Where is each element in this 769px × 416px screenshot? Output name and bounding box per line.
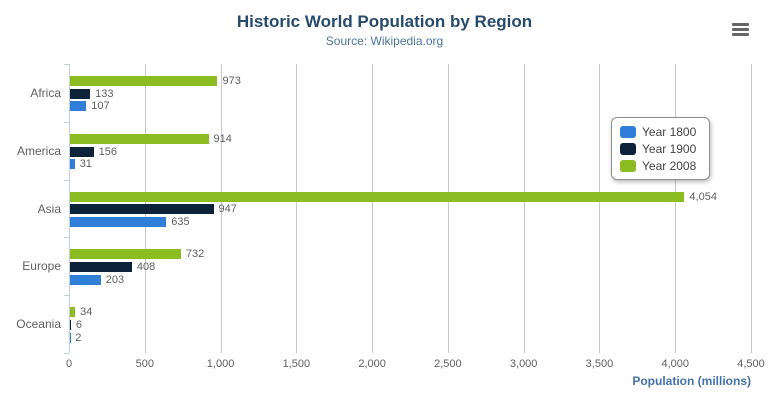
data-label: 408 bbox=[136, 261, 156, 274]
gridline bbox=[447, 64, 449, 353]
category-axis-tick bbox=[64, 180, 69, 181]
gridline bbox=[675, 64, 677, 353]
x-tick-label: 4,000 bbox=[661, 358, 689, 370]
data-label: 156 bbox=[98, 145, 117, 158]
data-label: 2 bbox=[75, 331, 82, 344]
data-label: 133 bbox=[95, 87, 114, 100]
bar-africa-year-2008[interactable] bbox=[70, 76, 218, 86]
x-tick-label: 3,500 bbox=[585, 358, 614, 370]
category-label-america: America bbox=[16, 143, 61, 158]
category-label-europe: Europe bbox=[22, 259, 61, 274]
category-axis-line bbox=[69, 64, 70, 353]
legend-item-year-1800[interactable]: Year 1800 bbox=[620, 124, 696, 139]
data-label: 31 bbox=[79, 158, 92, 171]
gridline bbox=[296, 64, 298, 353]
bar-oceania-year-2008[interactable] bbox=[70, 307, 76, 318]
category-label-africa: Africa bbox=[30, 85, 61, 100]
data-label: 107 bbox=[91, 100, 110, 113]
data-label: 732 bbox=[185, 248, 205, 261]
bar-america-year-1800[interactable] bbox=[70, 159, 75, 170]
gridline bbox=[372, 64, 374, 353]
data-label: 914 bbox=[213, 132, 232, 145]
data-label: 635 bbox=[171, 216, 190, 228]
category-axis-tick bbox=[64, 237, 69, 238]
legend-label-year-1800: Year 1800 bbox=[642, 124, 697, 139]
legend-label-year-1900: Year 1900 bbox=[642, 141, 697, 156]
x-tick-label: 500 bbox=[135, 358, 154, 370]
legend-swatch-year-1900 bbox=[620, 142, 636, 155]
data-label: 34 bbox=[80, 306, 93, 319]
bar-asia-year-1800[interactable] bbox=[70, 217, 167, 227]
x-tick-label: 4,500 bbox=[737, 358, 765, 370]
chart-title: Historic World Population by Region bbox=[236, 12, 533, 31]
data-label: 4,054 bbox=[689, 190, 717, 203]
hamburger-icon bbox=[727, 22, 753, 36]
category-label-oceania: Oceania bbox=[16, 317, 61, 332]
category-axis-tick bbox=[64, 295, 69, 296]
x-tick-label: 3,000 bbox=[509, 358, 538, 370]
legend-swatch-year-1800 bbox=[620, 125, 636, 138]
plot-area: 973 133 107 914 156 31 4,054 947 635 732 408 203 34 6… bbox=[64, 64, 752, 354]
bar-europe-year-1900[interactable] bbox=[70, 262, 132, 273]
gridline bbox=[220, 64, 222, 353]
bar-oceania-year-1900[interactable] bbox=[70, 319, 71, 330]
gridline bbox=[599, 64, 601, 353]
bar-america-year-1900[interactable] bbox=[70, 146, 94, 157]
legend-item-year-2008[interactable]: Year 2008 bbox=[620, 158, 696, 173]
bar-europe-year-1800[interactable] bbox=[70, 274, 101, 285]
x-tick-label: 0 bbox=[65, 358, 73, 370]
gridline bbox=[751, 64, 752, 353]
context-menu-button[interactable] bbox=[727, 20, 753, 40]
chart-subtitle: Source: Wikipedia.org bbox=[325, 34, 444, 48]
x-axis-title: Population (millions) bbox=[632, 374, 751, 388]
legend-label-year-2008: Year 2008 bbox=[642, 158, 697, 173]
bar-europe-year-2008[interactable] bbox=[70, 249, 181, 260]
bar-asia-year-1900[interactable] bbox=[70, 204, 214, 215]
category-axis-tick bbox=[64, 353, 69, 354]
gridline bbox=[523, 64, 525, 353]
legend-swatch-year-2008 bbox=[620, 159, 636, 172]
data-label: 203 bbox=[105, 273, 125, 286]
bar-asia-year-2008[interactable] bbox=[70, 191, 685, 202]
category-label-asia: Asia bbox=[37, 201, 61, 216]
legend: Year 1800 Year 1900 Year 2008 bbox=[611, 117, 711, 180]
bar-africa-year-1800[interactable] bbox=[70, 101, 87, 112]
x-tick-label: 1,500 bbox=[282, 358, 311, 370]
x-tick-label: 1,000 bbox=[206, 358, 235, 370]
data-label: 947 bbox=[218, 203, 237, 216]
legend-item-year-1900[interactable]: Year 1900 bbox=[620, 141, 696, 156]
data-label: 973 bbox=[222, 75, 241, 87]
x-tick-label: 2,000 bbox=[358, 358, 386, 370]
bar-africa-year-1900[interactable] bbox=[70, 88, 91, 99]
category-axis-tick bbox=[64, 122, 69, 123]
x-tick-label: 2,500 bbox=[434, 358, 462, 370]
data-label: 6 bbox=[75, 318, 83, 331]
category-axis-tick bbox=[64, 64, 69, 65]
bar-america-year-2008[interactable] bbox=[70, 133, 209, 144]
